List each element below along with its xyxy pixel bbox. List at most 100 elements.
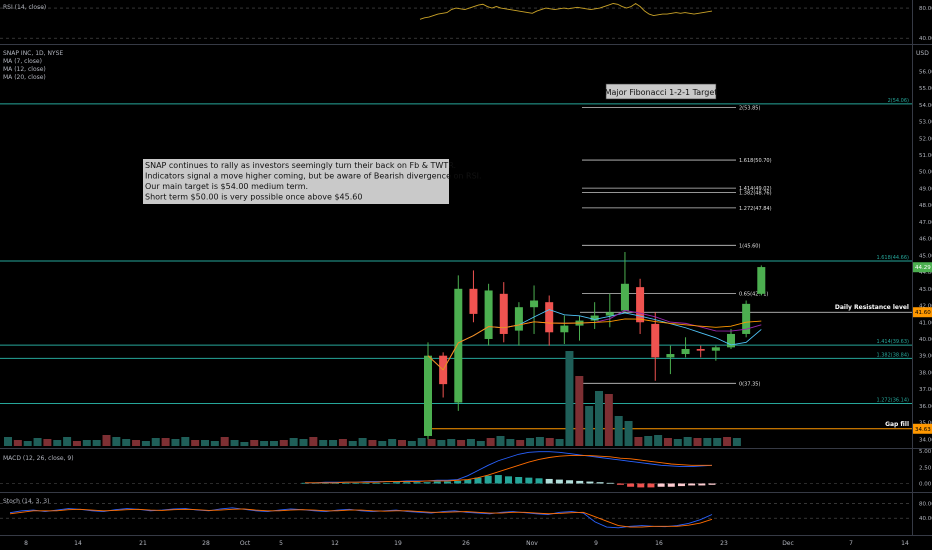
candle[interactable] [636,287,645,323]
candle[interactable] [469,288,478,314]
stoch-k-line[interactable] [9,507,713,529]
volume-bar [338,439,347,446]
volume-bar [447,439,456,446]
ma20-legend[interactable]: MA (20, close) [3,74,46,81]
target-label-box[interactable] [605,83,717,100]
volume-bar [319,440,328,446]
price-tag [913,307,932,318]
note-line: Our main target is $54.00 medium term. [145,182,308,191]
volume-bar [358,438,367,446]
candle[interactable] [666,354,675,358]
ma7-legend[interactable]: MA (7, close) [3,58,42,65]
volume-bar [663,438,672,446]
volume-bar [161,438,170,446]
price-tag [913,423,932,434]
ma12-legend[interactable]: MA (12, close) [3,66,46,73]
time-tick-label: 8 [24,540,28,547]
volume-bar [506,439,515,446]
candle[interactable] [545,302,554,333]
price-tick-label: 56.00 [919,69,932,75]
volume-bar [378,441,387,446]
symbol-title: SNAP INC, 1D, NYSE [3,50,63,57]
macd-histogram-bar [596,482,604,484]
rsi-line[interactable] [419,2,713,20]
volume-bar [92,440,101,446]
gap-fill-label: Gap fill [885,421,909,428]
time-tick-label: Oct [240,540,251,547]
macd-tick-label: 0.00 [919,482,932,488]
candle[interactable] [530,300,539,308]
candle[interactable] [424,355,432,436]
fib-level-label: 1.272(47.84) [739,206,772,212]
macd-histogram-bar [525,477,533,484]
volume-bar [526,438,535,446]
volume-bar [72,441,81,446]
target-label: Major Fibonacci 1-2-1 Target [605,88,718,97]
macd-histogram-bar [616,483,624,485]
price-pane: SNAP INC, 1D, NYSE USD MA (7, close) MA … [3,50,929,81]
time-tick-label: Nov [526,540,538,547]
time-tick-label: 9 [594,540,598,547]
price-tick-label: 51.00 [919,153,932,159]
candle[interactable] [454,288,463,403]
candle[interactable] [484,290,493,339]
time-tick-label: 21 [139,540,147,547]
time-tick-label: 12 [331,540,339,547]
candle[interactable] [681,349,690,355]
candle[interactable] [696,349,705,351]
macd-histogram-bar [535,478,543,484]
rsi-pane: RSI (14, close) [3,4,46,11]
macd-histogram-bar [708,483,716,485]
note-line: Indicators signal a move higher coming, … [145,172,482,181]
price-tick-label: 50.00 [919,170,932,176]
macd-histogram-bar [342,482,350,484]
volume-bar [437,440,446,446]
candle[interactable] [620,283,629,311]
volume-bar [595,391,603,446]
volume-bar [673,439,682,446]
candle[interactable] [711,347,720,351]
stoch-title: Stoch (14, 3, 3) [3,498,49,505]
horizontal-line-label: 1.272(36.14) [876,398,909,404]
resistance-label: Daily Resistance level [835,304,909,311]
macd-histogram-bar [352,482,360,484]
volume-bar [703,438,712,446]
horizontal-line-label: 1.618(44.66) [876,255,909,261]
price-tick-label: 52.00 [919,136,932,142]
horizontal-line-label: 1.414(39.63) [876,339,909,345]
candle[interactable] [605,312,614,316]
volume-bar [624,421,633,446]
candle[interactable] [499,293,508,334]
macd-signal-line[interactable] [305,455,712,484]
volume-bar [240,442,249,446]
time-tick-label: 14 [74,540,82,547]
macd-histogram-bar [413,482,421,484]
candle[interactable] [727,333,735,348]
ma20-line[interactable] [427,318,762,371]
volume-bar [535,437,544,446]
macd-histogram-bar [484,475,492,484]
stoch-d-line[interactable] [9,508,713,528]
fib-level-label: 1(45.60) [739,243,760,249]
candle[interactable] [560,325,569,333]
macd-histogram-bar [362,482,370,484]
volume-bar [269,441,278,446]
candle[interactable] [742,303,751,334]
candle[interactable] [590,315,599,321]
candle[interactable] [651,323,660,358]
volume-bar [614,416,623,446]
time-tick-label: 26 [462,540,470,547]
candle[interactable] [514,307,523,331]
candle[interactable] [757,267,766,294]
price-tick-label: 37.00 [919,387,932,393]
time-tick-label: 28 [202,540,210,547]
note-line: Short term $50.00 is very possible once … [145,193,362,202]
volume-bar [201,440,209,446]
macd-histogram-bar [606,482,614,484]
volume-bar [713,438,722,446]
macd-line[interactable] [305,451,713,484]
volume-bar [63,437,72,446]
note-box[interactable] [143,159,449,204]
volume-bar [348,441,357,446]
